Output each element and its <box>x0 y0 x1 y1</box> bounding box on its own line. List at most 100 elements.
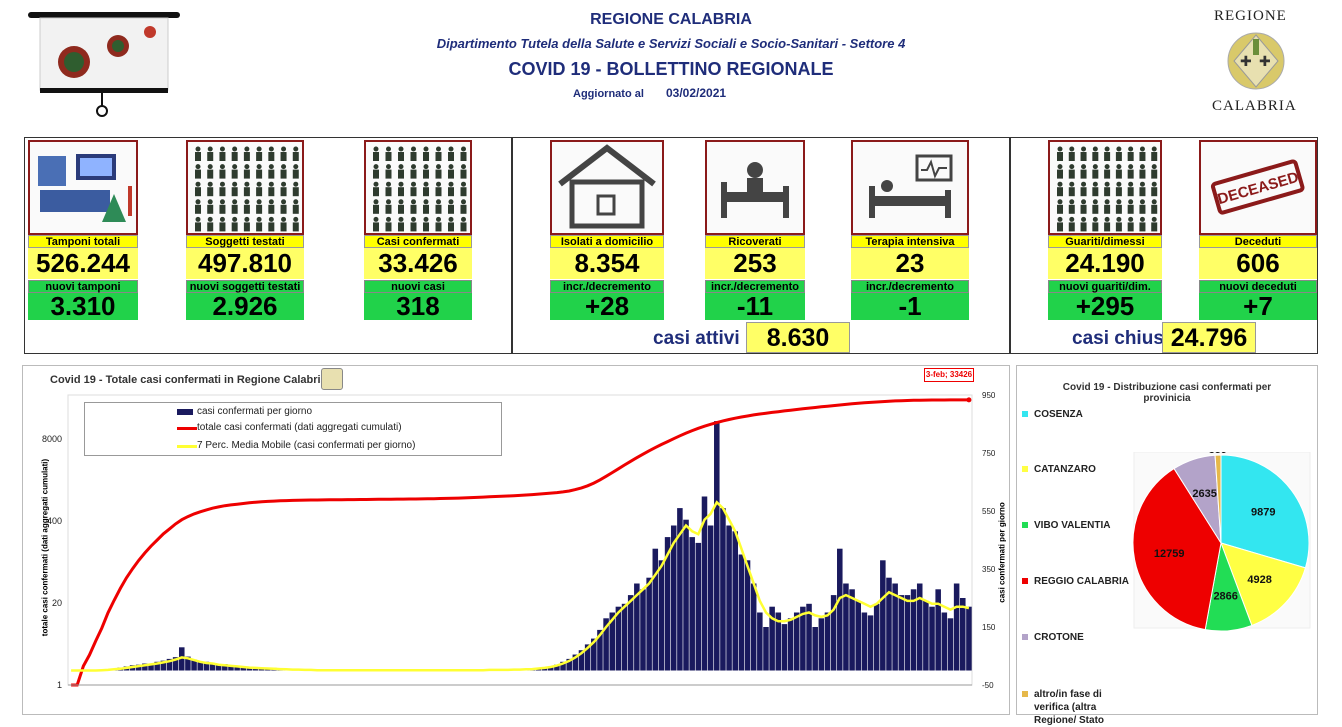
legend-swatch-yellow <box>177 445 197 448</box>
daily-bar <box>751 584 757 671</box>
right-tick-label: 950 <box>982 391 996 400</box>
daily-bar <box>788 618 794 670</box>
daily-bar <box>966 607 972 671</box>
legend-bars-label: casi confermati per giorno <box>197 406 312 417</box>
daily-bar <box>837 549 843 671</box>
pie-value-label: 2635 <box>1192 488 1216 500</box>
isolati-label: Isolati a domicilio <box>550 235 664 248</box>
pie-legend-swatch <box>1022 634 1028 640</box>
pie-value-label: 9879 <box>1251 506 1275 518</box>
pie-legend-swatch <box>1022 411 1028 417</box>
isolati-value: 8.354 <box>550 248 664 279</box>
daily-bar <box>757 613 763 671</box>
isolati-new-value: +28 <box>550 293 664 320</box>
lab-equipment-icon <box>28 140 138 235</box>
daily-bar <box>800 607 806 671</box>
pie-legend-swatch <box>1022 578 1028 584</box>
casi-attivi-value: 8.630 <box>746 322 850 353</box>
pie-legend-label: CROTONE <box>1034 631 1138 644</box>
daily-bar <box>646 578 652 671</box>
daily-bar <box>849 589 855 670</box>
recovered-person-icon <box>1048 140 1162 235</box>
terapia-value: 23 <box>851 248 969 279</box>
daily-bar <box>726 526 732 671</box>
daily-bar <box>708 526 714 671</box>
casi-chiusi-value: 24.796 <box>1162 322 1256 353</box>
pie-chart-title: Covid 19 - Distribuzione casi confermati… <box>1056 382 1278 404</box>
pie-legend-label: CATANZARO <box>1034 463 1138 476</box>
daily-bar <box>640 589 646 670</box>
pie-legend-swatch <box>1022 691 1028 697</box>
right-tick-label: -50 <box>982 681 994 690</box>
daily-bar <box>628 595 634 670</box>
daily-bar <box>683 520 689 671</box>
ricoverati-new-value: -11 <box>705 293 805 320</box>
annotation-text: 3-feb; 33426 <box>926 370 972 379</box>
department-title: Dipartimento Tutela della Salute e Servi… <box>0 36 1342 51</box>
daily-bar <box>819 618 825 670</box>
left-tick-label: 1 <box>57 680 62 690</box>
guariti-value: 24.190 <box>1048 248 1162 279</box>
daily-bar <box>880 560 886 670</box>
left-tick-label: 20 <box>52 598 62 608</box>
daily-bar <box>825 613 831 671</box>
logo-text-top: REGIONE <box>1214 8 1287 25</box>
pie-legend-label: COSENZA <box>1034 408 1138 421</box>
legend-swatch-red <box>177 427 197 430</box>
daily-bar <box>868 615 874 670</box>
daily-bar <box>948 618 954 670</box>
legend-red-label: totale casi confermati (dati aggregati c… <box>197 422 402 433</box>
daily-bar <box>622 604 628 671</box>
daily-bar <box>197 662 203 670</box>
right-tick-label: 350 <box>982 565 996 574</box>
daily-bar <box>689 537 695 670</box>
soggetti-label: Soggetti testati <box>186 235 304 248</box>
region-title: REGIONE CALABRIA <box>0 11 1342 29</box>
pie-chart-svg: 987949282866127592635359 <box>1130 452 1312 634</box>
legend-swatch-bars <box>177 409 193 415</box>
guariti-new-value: +295 <box>1048 293 1162 320</box>
left-tick-label: 8000 <box>42 434 62 444</box>
casi-chiusi-label: casi chiusi <box>1072 328 1169 350</box>
terapia-label: Terapia intensiva <box>851 235 969 248</box>
daily-bar <box>862 613 868 671</box>
daily-bar <box>812 627 818 671</box>
terapia-new-value: -1 <box>851 293 969 320</box>
confirmed-cases-icon <box>364 140 472 235</box>
svg-text:✚: ✚ <box>1259 53 1271 69</box>
pie-value-label: 4928 <box>1247 574 1271 586</box>
pie-legend-label: altro/in fase di verifica (altra Regione… <box>1034 688 1138 727</box>
annotation-box: 3-feb; 33426 <box>924 368 974 382</box>
daily-bar <box>942 613 948 671</box>
right-tick-label: 150 <box>982 623 996 632</box>
right-tick-label: 550 <box>982 507 996 516</box>
updated-label: Aggiornato al <box>573 88 644 100</box>
daily-bar <box>935 589 941 670</box>
deceduti-new-value: +7 <box>1199 293 1317 320</box>
deceased-stamp-icon: DECEASED <box>1199 140 1317 235</box>
main-chart-legend: casi confermati per giorno totale casi c… <box>84 402 502 456</box>
daily-bar <box>696 543 702 671</box>
daily-bar <box>739 555 745 671</box>
region-crest-logo: ✚ ✚ <box>1226 30 1286 92</box>
pie-value-label: 2866 <box>1213 591 1237 603</box>
updated-date: 03/02/2021 <box>666 86 726 100</box>
daily-bar <box>794 613 800 671</box>
deceduti-value: 606 <box>1199 248 1317 279</box>
daily-bar <box>929 607 935 671</box>
intensive-care-icon <box>851 140 969 235</box>
bulletin-title: COVID 19 - BOLLETTINO REGIONALE <box>0 59 1342 80</box>
daily-bar <box>732 531 738 670</box>
deceduti-label: Deceduti <box>1199 235 1317 248</box>
daily-bar <box>923 601 929 671</box>
daily-bar <box>874 604 880 671</box>
people-grid-icon <box>186 140 304 235</box>
soggetti-value: 497.810 <box>186 248 304 279</box>
logo-text-bottom: CALABRIA <box>1212 98 1297 115</box>
daily-bar <box>905 595 911 670</box>
svg-text:✚: ✚ <box>1240 53 1252 69</box>
casi-value: 33.426 <box>364 248 472 279</box>
daily-bar <box>954 584 960 671</box>
pie-value-label: 359 <box>1209 452 1227 456</box>
